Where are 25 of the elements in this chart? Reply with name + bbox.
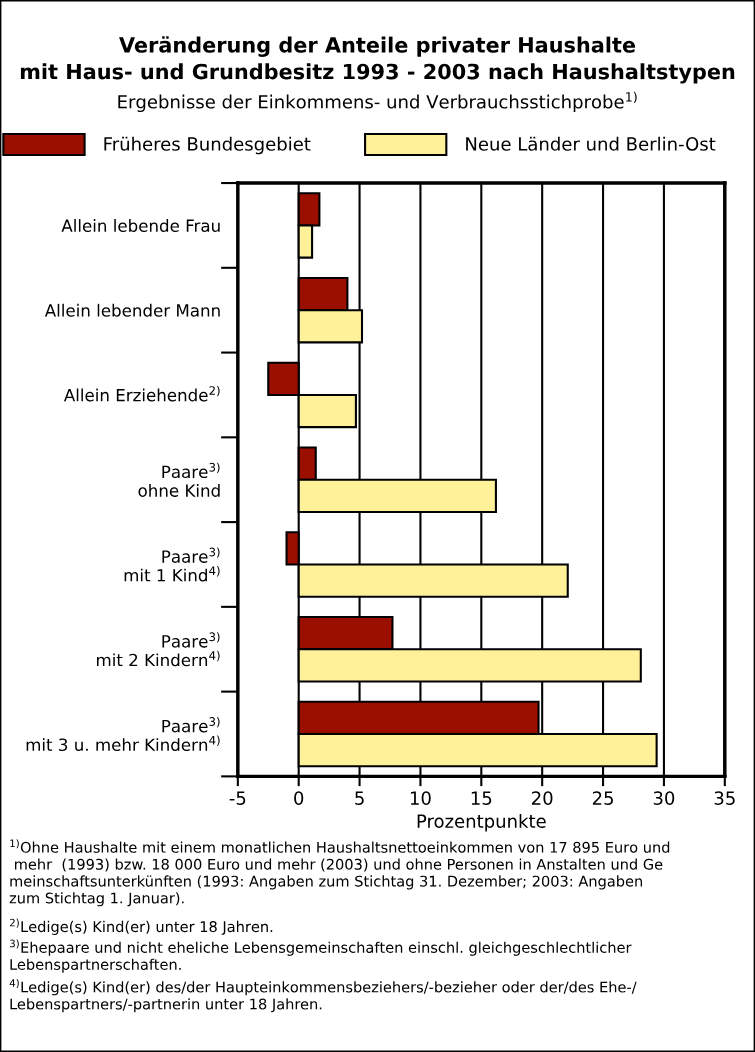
text: $^{2)}$Ledige(s) Kind(er) unter 18 Jahren. <box>9 918 273 935</box>
x-tick-label: 0 <box>294 791 304 805</box>
text: $^{4)}$Ledige(s) Kind(er) des/der Haupteinkommensbeziehers/-bezieher oder der/des Ehe-/ Lebenspartners/-partnerin unter 18 Jahren. <box>9 978 637 1013</box>
x-tick-label: 5 <box>355 791 364 805</box>
x-tick-label: 20 <box>532 791 553 805</box>
chart-subtitle: Ergebnisse der Einkommens- und Verbrauchsstichprobe$^{1)}$ <box>118 91 637 113</box>
y-tick-label: Paare$^{3)}$ mit 1 Kind$^{4)}$ <box>124 547 220 582</box>
x-tick-label: 30 <box>653 791 675 805</box>
x-tick-label: 15 <box>471 791 492 805</box>
y-tick-label: Allein Erziehende$^{2)}$ <box>63 385 220 402</box>
y-tick-label: Paare$^{3)}$ mit 2 Kindern$^{4)}$ <box>97 632 220 667</box>
x-tick-label: 25 <box>592 791 613 805</box>
legend-label: Früheres Bundesgebiet <box>104 136 311 155</box>
chart-title: Veränderung der Anteile privater Haushalte mit Haus- und Grundbesitz 1993 - 2003 nach Haushaltstypen <box>20 36 735 84</box>
x-axis-title: Prozentpunkte <box>417 813 546 832</box>
text: $^{1)}$Ohne Haushalte mit einem monatlichen Haushaltsnettoeinkommen von 17 895 Euro und mehr (1993) bzw. 18 000 Euro und mehr (2003) und ohne Personen in Anstalten und Ge meinschaftsunterkünften (1993: Angaben zum Stichtag 31. Dezember; 2003: Angaben zum Stichtag 1. Januar). <box>9 839 670 907</box>
x-tick-label: 10 <box>410 791 431 805</box>
legend-label: Neue Länder und Berlin-Ost <box>466 136 716 151</box>
x-tick-label: -5 <box>229 791 246 805</box>
text: $^{3)}$Ehepaare und nicht eheliche Lebensgemeinschaften einschl. gleichgeschlechtlicher Lebenspartnerschaften. <box>9 939 632 973</box>
y-tick-label: Paare$^{3)}$ ohne Kind <box>138 462 220 497</box>
y-tick-label: Allein lebender Mann <box>44 303 220 317</box>
y-tick-label: Paare$^{3)}$ mit 3 u. mehr Kindern$^{4)}$ <box>26 716 220 752</box>
y-tick-label: Allein lebende Frau <box>61 219 220 232</box>
x-tick-label: 35 <box>714 791 735 805</box>
